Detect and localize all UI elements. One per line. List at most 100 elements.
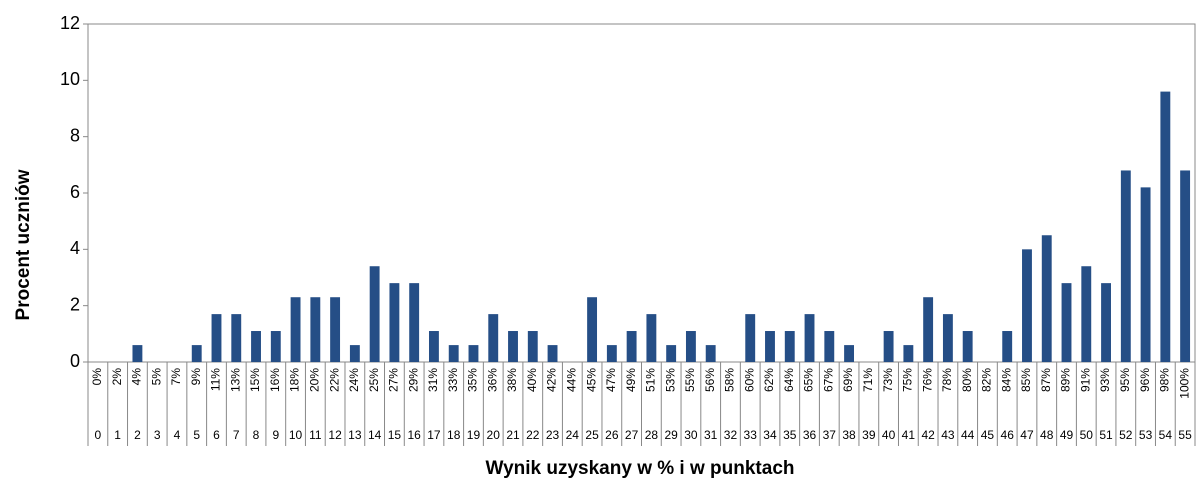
bar: [844, 345, 855, 362]
percent-label: 69%: [841, 368, 855, 392]
percent-label: 58%: [723, 368, 737, 392]
x-tick-label: 31: [704, 428, 718, 442]
bar: [646, 314, 657, 362]
percent-label: 51%: [644, 368, 658, 392]
x-tick-label: 39: [862, 428, 876, 442]
bar: [310, 297, 321, 362]
bar: [606, 345, 617, 362]
percent-label: 25%: [367, 368, 381, 392]
percent-label: 0%: [90, 368, 104, 386]
x-tick-label: 13: [348, 428, 362, 442]
y-tick-label: 12: [60, 13, 80, 33]
x-tick-label: 55: [1178, 428, 1192, 442]
x-tick-label: 23: [546, 428, 560, 442]
percent-label: 98%: [1158, 368, 1172, 392]
bar: [923, 297, 934, 362]
bar: [824, 331, 835, 362]
percent-label: 24%: [347, 368, 361, 392]
percent-label: 64%: [782, 368, 796, 392]
percent-label: 80%: [960, 368, 974, 392]
x-tick-label: 18: [447, 428, 461, 442]
y-tick-label: 8: [70, 125, 80, 145]
bar: [211, 314, 222, 362]
x-tick-label: 33: [744, 428, 758, 442]
bar: [231, 314, 242, 362]
x-tick-label: 42: [921, 428, 935, 442]
y-axis-title: Procent uczniów: [13, 169, 34, 320]
x-tick-label: 47: [1020, 428, 1034, 442]
bar: [784, 331, 795, 362]
percent-label: 93%: [1098, 368, 1112, 392]
bar: [1140, 187, 1151, 362]
x-tick-label: 45: [981, 428, 995, 442]
x-tick-label: 53: [1139, 428, 1153, 442]
bar: [685, 331, 696, 362]
bar: [962, 331, 973, 362]
percent-label: 96%: [1138, 368, 1152, 392]
bar: [488, 314, 499, 362]
percent-label: 29%: [406, 368, 420, 392]
percent-label: 11%: [209, 368, 223, 391]
percent-label: 2%: [110, 368, 124, 386]
y-tick-label: 0: [70, 351, 80, 371]
bar: [705, 345, 716, 362]
bar: [804, 314, 815, 362]
percent-label: 35%: [466, 368, 480, 392]
percent-label: 95%: [1118, 368, 1132, 392]
bar: [547, 345, 558, 362]
percent-label: 76%: [920, 368, 934, 392]
x-tick-label: 16: [407, 428, 421, 442]
bar: [1081, 266, 1092, 362]
bar: [626, 331, 637, 362]
x-tick-label: 26: [605, 428, 619, 442]
percent-label: 91%: [1078, 368, 1092, 392]
percent-label: 53%: [663, 368, 677, 392]
x-tick-label: 51: [1099, 428, 1113, 442]
bar: [942, 314, 953, 362]
percent-label: 73%: [881, 368, 895, 392]
bar: [1041, 235, 1052, 362]
bar: [1160, 91, 1171, 362]
bar: [290, 297, 301, 362]
percent-label: 82%: [980, 368, 994, 392]
percent-label: 84%: [999, 368, 1013, 392]
percent-label: 49%: [624, 368, 638, 392]
bar: [527, 331, 538, 362]
percent-label: 27%: [387, 368, 401, 392]
x-tick-label: 38: [842, 428, 856, 442]
percent-label: 38%: [505, 368, 519, 392]
x-tick-label: 32: [724, 428, 738, 442]
x-tick-label: 44: [961, 428, 975, 442]
percent-label: 45%: [584, 368, 598, 392]
percent-label: 5%: [149, 368, 163, 386]
percent-label: 7%: [169, 368, 183, 386]
x-tick-label: 1: [114, 428, 121, 442]
percent-label: 4%: [130, 368, 144, 386]
x-tick-label: 9: [272, 428, 279, 442]
percent-label: 15%: [248, 368, 262, 392]
bar: [409, 283, 420, 362]
bar: [132, 345, 143, 362]
y-tick-label: 10: [60, 69, 80, 89]
bar: [903, 345, 914, 362]
percent-label: 89%: [1059, 368, 1073, 392]
bar: [270, 331, 281, 362]
x-tick-label: 30: [684, 428, 698, 442]
percent-label: 13%: [228, 368, 242, 392]
bar: [1002, 331, 1013, 362]
y-tick-label: 4: [70, 238, 80, 258]
x-tick-label: 34: [763, 428, 777, 442]
bar: [389, 283, 400, 362]
percent-label: 20%: [308, 368, 322, 392]
x-tick-label: 27: [625, 428, 639, 442]
percent-label: 42%: [545, 368, 559, 392]
bar: [349, 345, 360, 362]
x-tick-label: 7: [233, 428, 240, 442]
x-tick-label: 35: [783, 428, 797, 442]
x-tick-label: 43: [941, 428, 955, 442]
percent-label: 85%: [1019, 368, 1033, 392]
x-tick-label: 49: [1060, 428, 1074, 442]
x-tick-label: 15: [388, 428, 402, 442]
bar: [468, 345, 479, 362]
x-tick-label: 41: [902, 428, 916, 442]
